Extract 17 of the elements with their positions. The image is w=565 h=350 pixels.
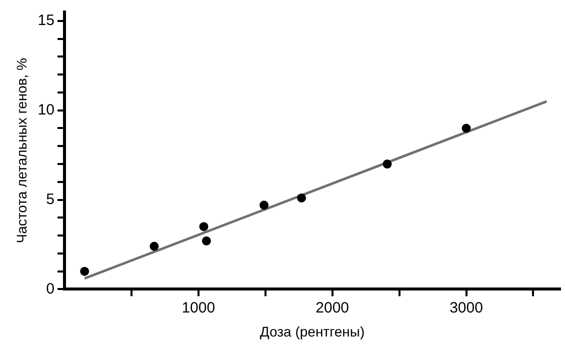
y-tick-label: 15 <box>38 12 54 30</box>
x-axis-title: Доза (рентгены) <box>260 323 365 340</box>
point <box>80 266 90 276</box>
point <box>199 222 208 232</box>
x-tick-label: 3000 <box>450 299 483 316</box>
point <box>202 236 211 246</box>
x-tick-label: 2000 <box>316 299 350 316</box>
y-tick-label: 10 <box>38 102 54 118</box>
point <box>297 193 306 202</box>
point <box>150 242 159 251</box>
point <box>260 200 269 210</box>
y-tick-label: 0 <box>46 280 54 298</box>
y-axis-title: Частота летальных генов, % <box>13 58 30 244</box>
x-tick-label: 1000 <box>182 299 216 316</box>
point <box>382 160 392 169</box>
point <box>462 124 471 133</box>
y-tick-label: 5 <box>46 190 54 208</box>
